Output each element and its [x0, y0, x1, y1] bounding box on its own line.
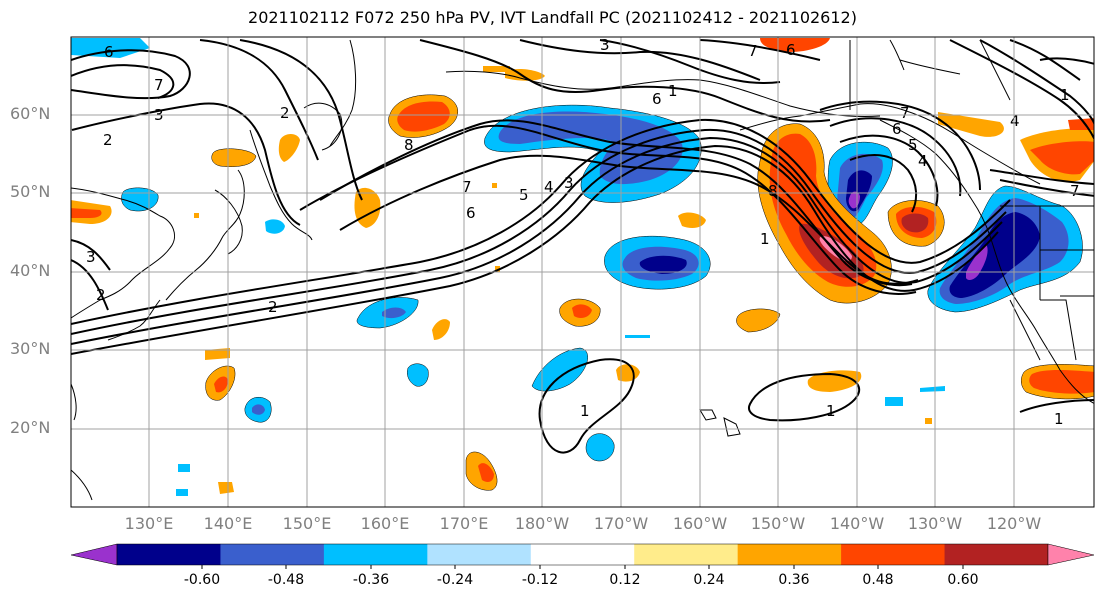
lon-label-170e: 170°E [439, 514, 489, 533]
svg-text:7: 7 [462, 178, 472, 196]
svg-text:1: 1 [826, 402, 836, 420]
lon-label-160w: 160°W [672, 514, 728, 533]
colorbar-segment [117, 544, 221, 565]
svg-text:4: 4 [544, 178, 554, 196]
colorbar-segment [634, 544, 739, 565]
lat-label-60n: 60°N [10, 104, 51, 123]
colorbar [70, 543, 1095, 569]
svg-text:5: 5 [519, 186, 529, 204]
lon-label-160e: 160°E [360, 514, 410, 533]
svg-text:7: 7 [154, 76, 164, 94]
svg-text:3: 3 [86, 248, 96, 266]
svg-text:1: 1 [1060, 86, 1070, 104]
lon-label-150w: 150°W [750, 514, 806, 533]
lon-label-130w: 130°W [907, 514, 963, 533]
svg-text:2: 2 [96, 286, 106, 304]
svg-text:6: 6 [652, 90, 662, 108]
svg-text:7: 7 [1070, 182, 1080, 200]
graticule [71, 37, 1094, 507]
lon-label-140w: 140°W [829, 514, 885, 533]
colorbar-tick-label: -0.24 [436, 572, 474, 588]
ivt-anomaly-fills [71, 38, 1094, 496]
svg-text:4: 4 [918, 152, 928, 170]
colorbar-extend-low [70, 543, 118, 566]
lon-label-170w: 170°W [593, 514, 649, 533]
colorbar-segment [841, 544, 946, 565]
svg-text:8: 8 [404, 136, 414, 154]
lon-label-140e: 140°E [203, 514, 253, 533]
svg-text:4: 4 [1010, 112, 1020, 130]
svg-text:3: 3 [564, 174, 574, 192]
colorbar-segments [116, 543, 1049, 566]
svg-text:8: 8 [768, 182, 778, 200]
colorbar-tick-label: 0.36 [778, 572, 810, 588]
coastlines [71, 39, 1094, 501]
colorbar-tick-label: -0.60 [183, 572, 221, 588]
svg-text:3: 3 [600, 36, 610, 54]
svg-text:1: 1 [760, 230, 770, 248]
svg-text:1: 1 [1054, 410, 1064, 428]
lon-label-180w: 180°W [514, 514, 570, 533]
colorbar-segment [220, 544, 325, 565]
svg-text:2: 2 [268, 298, 278, 316]
svg-text:2: 2 [280, 104, 290, 122]
colorbar-segment [427, 544, 532, 565]
lon-label-130e: 130°E [124, 514, 174, 533]
pv-contours [71, 39, 1094, 454]
svg-text:6: 6 [104, 43, 114, 61]
colorbar-ticks [201, 565, 964, 569]
map-frame [70, 36, 1095, 508]
lat-label-20n: 20°N [10, 418, 51, 437]
svg-text:2: 2 [103, 131, 113, 149]
colorbar-tick-label: -0.48 [267, 572, 305, 588]
colorbar-segment [944, 544, 1049, 565]
svg-text:5: 5 [908, 136, 918, 154]
svg-text:1: 1 [580, 402, 590, 420]
colorbar-tick-label: -0.36 [352, 572, 390, 588]
svg-text:7: 7 [900, 104, 910, 122]
colorbar-tick-label: 0.48 [862, 572, 894, 588]
svg-text:7: 7 [748, 42, 758, 60]
lat-label-40n: 40°N [10, 261, 51, 280]
colorbar-tick-label: 0.60 [947, 572, 979, 588]
svg-text:6: 6 [786, 41, 796, 59]
colorbar-segment [530, 544, 635, 565]
colorbar-extend-high [1047, 543, 1095, 566]
svg-text:6: 6 [466, 204, 476, 222]
lon-label-120w: 120°W [986, 514, 1042, 533]
colorbar-segment [737, 544, 842, 565]
lat-label-30n: 30°N [10, 339, 51, 358]
lon-label-150e: 150°E [282, 514, 332, 533]
map-title: 2021102112 F072 250 hPa PV, IVT Landfall… [248, 8, 857, 27]
colorbar-segment [323, 544, 428, 565]
lat-label-50n: 50°N [10, 182, 51, 201]
colorbar-tick-label: -0.12 [521, 572, 559, 588]
svg-text:1: 1 [668, 82, 678, 100]
colorbar-tick-label: 0.12 [609, 572, 641, 588]
colorbar-tick-label: 0.24 [693, 572, 725, 588]
